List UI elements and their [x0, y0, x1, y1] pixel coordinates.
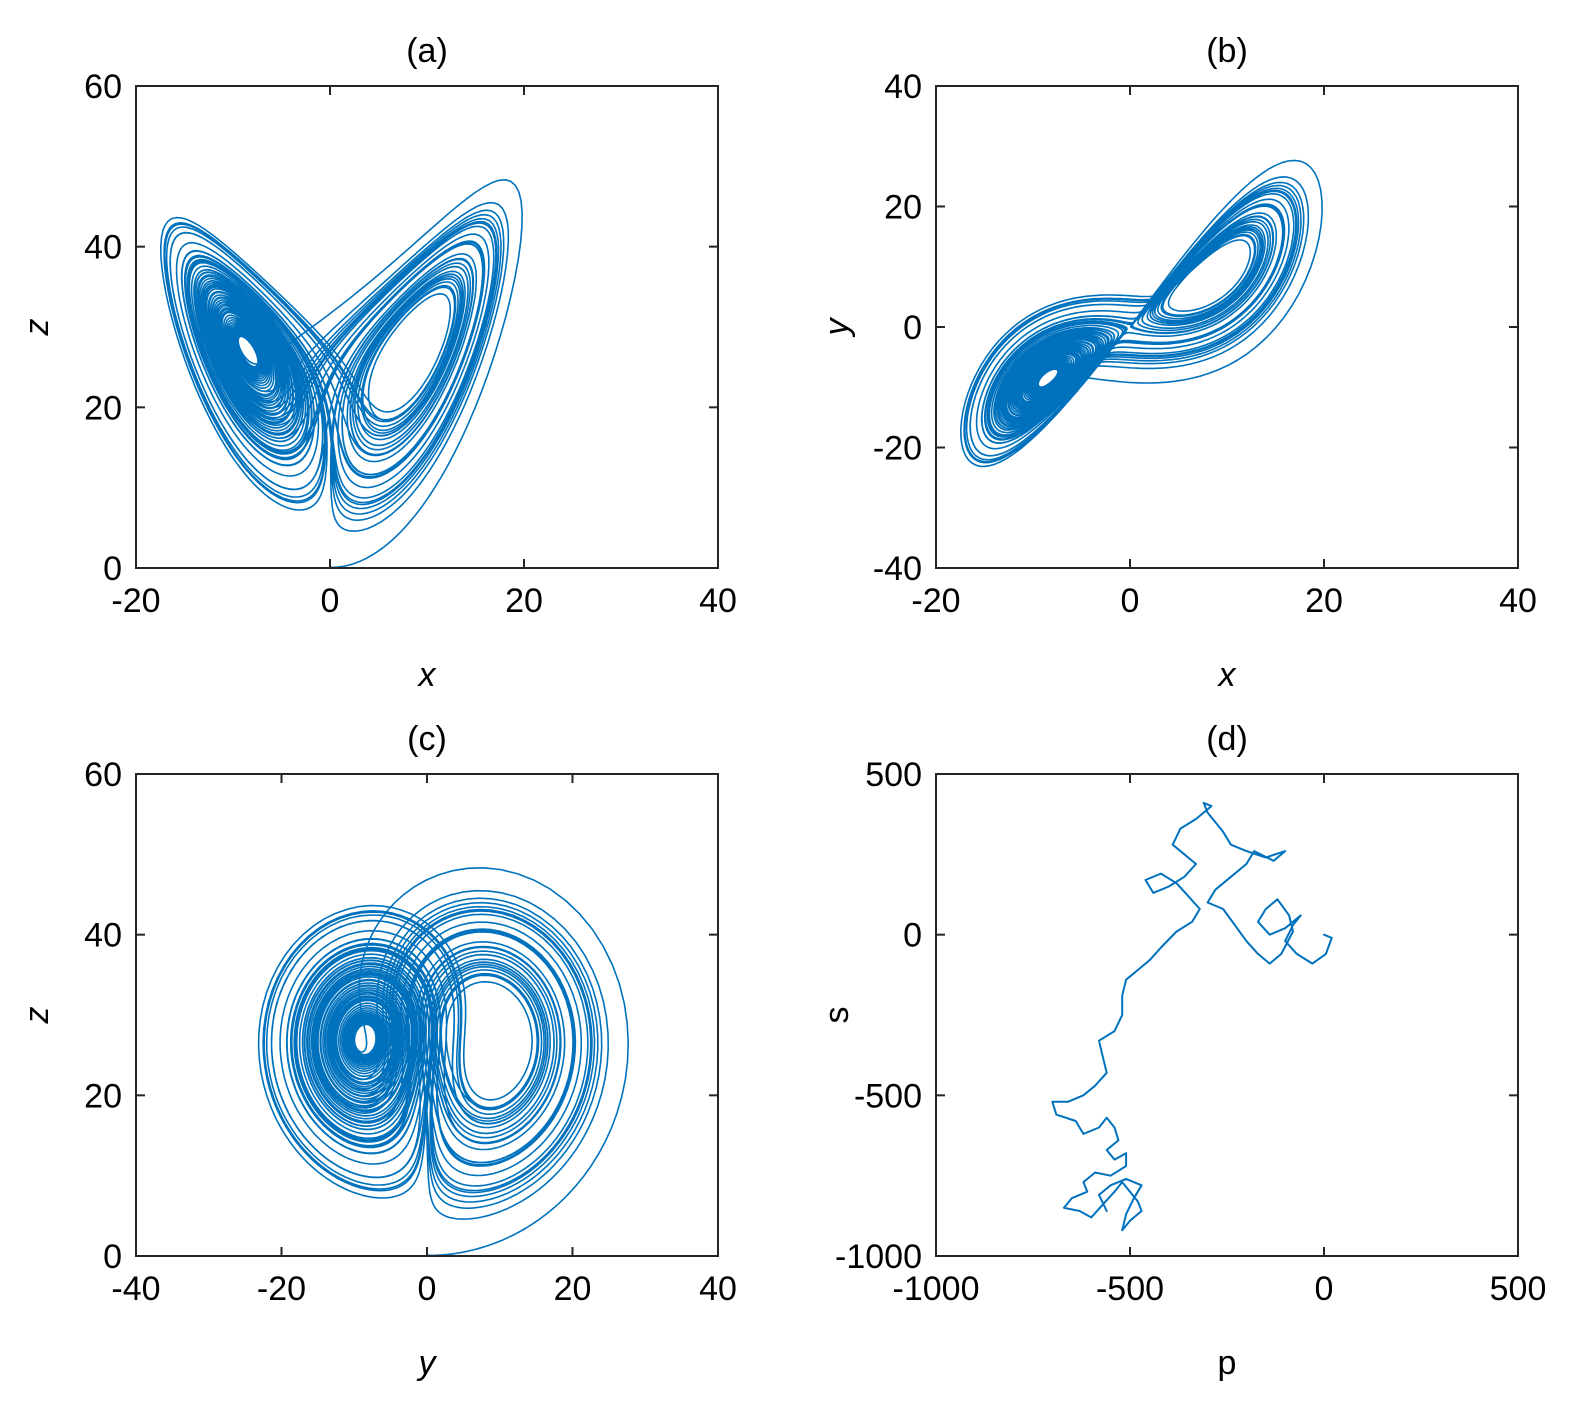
y-tick-label: 0 — [903, 309, 922, 347]
x-tick-label: 20 — [554, 1270, 592, 1308]
y-tick-label: -20 — [873, 430, 922, 468]
x-tick-label: 0 — [1315, 1270, 1334, 1308]
y-axis-label: z — [18, 319, 56, 337]
x-tick-label: 40 — [699, 1270, 737, 1308]
y-tick-label: 60 — [84, 756, 122, 794]
x-tick-label: -20 — [111, 582, 160, 620]
axes-box-a — [135, 85, 719, 569]
x-axis-label: y — [417, 1344, 438, 1382]
y-axis-label: y — [818, 317, 856, 338]
x-tick-label: -20 — [911, 582, 960, 620]
x-tick-label: -40 — [111, 1270, 160, 1308]
x-tick-label: -500 — [1096, 1270, 1164, 1308]
y-tick-label: 20 — [84, 1077, 122, 1115]
x-tick-label: -1000 — [893, 1270, 980, 1308]
y-tick-label: 0 — [103, 550, 122, 588]
y-tick-label: 20 — [884, 189, 922, 227]
x-tick-label: 0 — [418, 1270, 437, 1308]
y-tick-label: 500 — [865, 756, 922, 794]
axes-box-d — [935, 773, 1519, 1257]
x-tick-label: -20 — [257, 1270, 306, 1308]
y-tick-label: 40 — [84, 229, 122, 267]
x-axis-label: p — [1218, 1344, 1237, 1382]
y-tick-label: -1000 — [835, 1238, 922, 1276]
series-line-c — [257, 867, 629, 1256]
x-tick-label: 500 — [1490, 1270, 1547, 1308]
x-tick-label: 40 — [1499, 582, 1537, 620]
y-tick-label: 40 — [884, 68, 922, 106]
y-tick-label: -40 — [873, 550, 922, 588]
subplot-c: -40 -20 0 20 40 0 20 40 60 (c) y z — [18, 720, 737, 1382]
series-line-b — [960, 159, 1323, 468]
subplot-title: (b) — [1206, 32, 1248, 70]
y-tick-label: 40 — [84, 917, 122, 955]
x-tick-label: 20 — [1305, 582, 1343, 620]
x-tick-label: 0 — [1121, 582, 1140, 620]
y-axis-label: z — [18, 1007, 56, 1025]
y-tick-label: -500 — [854, 1077, 922, 1115]
x-axis-label: x — [417, 656, 437, 694]
y-tick-label: 0 — [103, 1238, 122, 1276]
series-line-d — [1051, 801, 1333, 1232]
y-tick-label: 0 — [903, 917, 922, 955]
series-line-a — [160, 179, 523, 568]
subplot-title: (a) — [406, 32, 448, 70]
y-axis-label: s — [818, 1007, 856, 1024]
x-tick-label: 0 — [321, 582, 340, 620]
subplot-title: (c) — [407, 720, 447, 758]
subplot-title: (d) — [1206, 720, 1248, 758]
x-tick-label: 40 — [699, 582, 737, 620]
x-tick-label: 20 — [505, 582, 543, 620]
y-tick-label: 20 — [84, 389, 122, 427]
y-tick-label: 60 — [84, 68, 122, 106]
subplot-d: -1000 -500 0 500 -1000 -500 0 500 (d) p s — [818, 720, 1546, 1382]
x-axis-label: x — [1217, 656, 1237, 694]
